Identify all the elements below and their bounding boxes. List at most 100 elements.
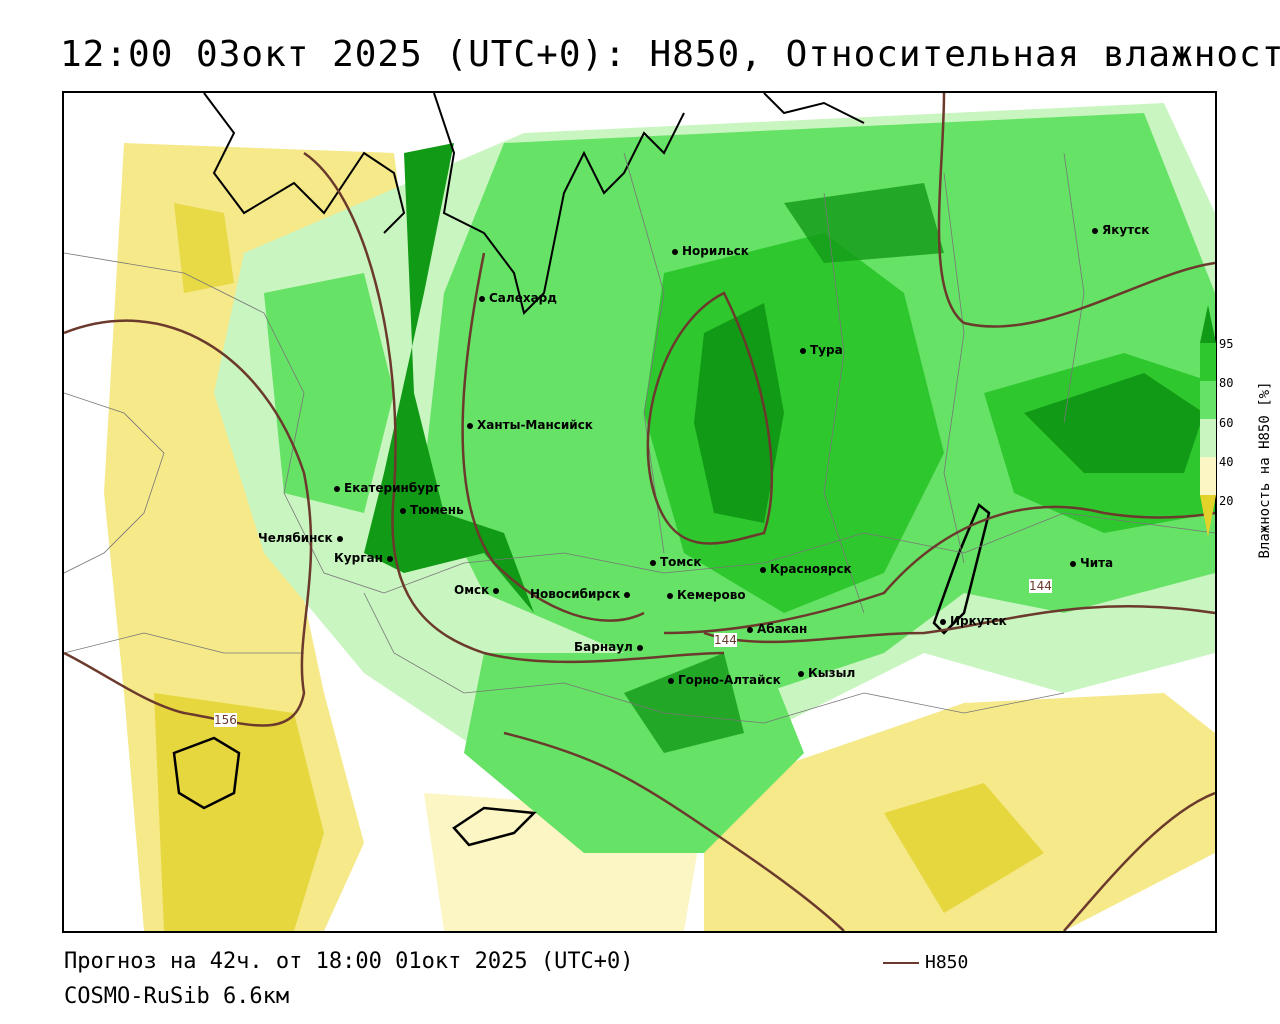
- city-marker-icon: [668, 677, 674, 684]
- city-marker-icon: [800, 347, 806, 354]
- legend-title-text: Влажность на H850 [%]: [1257, 381, 1273, 559]
- isoline-label-144-center: 144: [714, 633, 737, 647]
- legend-tick-95: 95: [1219, 337, 1234, 351]
- city-gorno-altaysk[interactable]: Горно-Алтайск: [668, 673, 781, 687]
- city-marker-icon: [636, 644, 643, 651]
- map-panel[interactable]: 156 144 144 Якутск Норильск Салехард Тур…: [62, 91, 1217, 933]
- admin-borders: [64, 152, 1215, 724]
- humidity-color-legend: [1200, 305, 1216, 537]
- caspian-sea-outline: [172, 736, 241, 810]
- legend-arrow-down-icon: [1200, 495, 1216, 537]
- city-label: Кемерово: [677, 588, 746, 602]
- city-tura[interactable]: Тура: [800, 343, 843, 357]
- city-label: Курган: [334, 551, 383, 565]
- city-barnaul[interactable]: Барнаул: [574, 640, 647, 654]
- isoline-legend-line: [883, 961, 919, 964]
- very-wet-spot-altai: [624, 653, 744, 753]
- city-chita[interactable]: Чита: [1070, 556, 1113, 570]
- city-label: Кызыл: [808, 666, 856, 680]
- city-label: Норильск: [682, 244, 749, 258]
- city-tomsk[interactable]: Томск: [650, 555, 702, 569]
- city-marker-icon: [467, 422, 473, 429]
- city-kyzyl[interactable]: Кызыл: [798, 666, 855, 680]
- very-wet-band-urals: [364, 143, 534, 613]
- city-kemerovo[interactable]: Кемерово: [667, 588, 746, 602]
- city-label: Абакан: [757, 622, 808, 636]
- city-label: Горно-Алтайск: [678, 673, 781, 687]
- city-marker-icon: [624, 591, 631, 598]
- isoline-label-156: 156: [214, 713, 237, 727]
- city-label: Тюмень: [410, 503, 464, 517]
- coastline-northwest: [203, 93, 406, 234]
- city-label: Якутск: [1102, 223, 1150, 237]
- lake-baikal: [932, 502, 991, 635]
- city-label: Томск: [660, 555, 702, 569]
- city-marker-icon: [798, 670, 804, 677]
- very-wet-core-east: [1024, 373, 1204, 473]
- isoline-label-144-east: 144: [1029, 579, 1052, 593]
- very-wet-spot-north: [784, 183, 944, 263]
- city-marker-icon: [336, 535, 343, 542]
- legend-band-40-60: [1200, 419, 1216, 457]
- coastline-yamal: [433, 93, 685, 315]
- legend-band-20-40: [1200, 457, 1216, 495]
- city-label: Екатеринбург: [344, 481, 440, 495]
- very-dry-zone-southwest: [154, 693, 324, 931]
- city-label: Тура: [810, 343, 843, 357]
- humidity-field: [64, 93, 1215, 931]
- isoline-legend: H850: [883, 952, 968, 973]
- h850-isolines: [64, 93, 1215, 931]
- city-salekhard[interactable]: Салехард: [479, 291, 557, 305]
- dry-spot-northwest: [174, 203, 234, 293]
- city-marker-icon: [667, 592, 673, 599]
- city-marker-icon: [400, 507, 406, 514]
- city-marker-icon: [672, 248, 678, 255]
- city-novosibirsk[interactable]: Новосибирск: [530, 587, 634, 601]
- city-marker-icon: [1070, 560, 1076, 567]
- city-marker-icon: [940, 618, 946, 625]
- legend-tick-20: 20: [1219, 494, 1234, 508]
- city-marker-icon: [386, 555, 393, 562]
- city-label: Новосибирск: [530, 587, 621, 601]
- city-label: Иркутск: [950, 614, 1007, 628]
- city-label: Салехард: [489, 291, 557, 305]
- city-label: Чита: [1080, 556, 1114, 570]
- city-chelyabinsk[interactable]: Челябинск: [258, 531, 347, 545]
- city-irkutsk[interactable]: Иркутск: [940, 614, 1007, 628]
- legend-band-60-80: [1200, 381, 1216, 419]
- city-omsk[interactable]: Омск: [454, 583, 503, 597]
- very-wet-core-central: [694, 303, 784, 523]
- city-norilsk[interactable]: Норильск: [672, 244, 749, 258]
- lake-balkhash: [452, 806, 537, 847]
- legend-arrow-up-icon: [1200, 305, 1216, 343]
- city-yekaterinburg[interactable]: Екатеринбург: [334, 481, 440, 495]
- forecast-info: Прогноз на 42ч. от 18:00 01окт 2025 (UTC…: [64, 949, 634, 974]
- map-title: 12:00 03окт 2025 (UTC+0): H850, Относите…: [60, 34, 1280, 75]
- city-label: Красноярск: [770, 562, 852, 576]
- city-label: Барнаул: [574, 640, 633, 654]
- city-abakan[interactable]: Абакан: [747, 622, 807, 636]
- city-label: Омск: [454, 583, 490, 597]
- legend-tick-40: 40: [1219, 455, 1234, 469]
- city-khanty-mansiysk[interactable]: Ханты-Мансийск: [467, 418, 593, 432]
- city-kurgan[interactable]: Курган: [334, 551, 397, 565]
- legend-band-80-95: [1200, 343, 1216, 381]
- legend-tick-60: 60: [1219, 416, 1234, 430]
- city-tyumen[interactable]: Тюмень: [400, 503, 464, 517]
- city-marker-icon: [334, 485, 340, 492]
- legend-title: Влажность на H850 [%]: [1255, 340, 1275, 600]
- city-label: Ханты-Мансийск: [477, 418, 593, 432]
- city-marker-icon: [1092, 227, 1098, 234]
- city-marker-icon: [493, 587, 500, 594]
- city-marker-icon: [479, 295, 485, 302]
- city-yakutsk[interactable]: Якутск: [1092, 223, 1149, 237]
- model-info: COSMO-RuSib 6.6км: [64, 984, 290, 1009]
- city-krasnoyarsk[interactable]: Красноярск: [760, 562, 852, 576]
- city-marker-icon: [747, 626, 753, 633]
- legend-tick-80: 80: [1219, 376, 1234, 390]
- coastline-taimyr: [763, 93, 865, 124]
- city-marker-icon: [760, 566, 766, 573]
- city-label: Челябинск: [258, 531, 333, 545]
- isoline-legend-label: H850: [925, 952, 969, 973]
- very-dry-spot-southeast: [884, 783, 1044, 913]
